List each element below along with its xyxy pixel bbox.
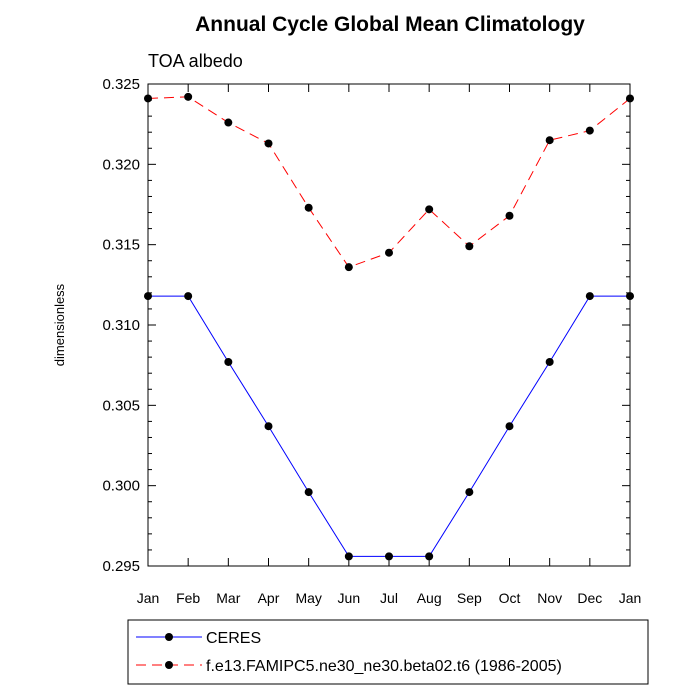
series-line bbox=[147, 96, 631, 268]
y-tick-label: 0.305 bbox=[102, 397, 140, 414]
data-point bbox=[545, 357, 554, 366]
x-tick-label: Oct bbox=[499, 590, 521, 606]
data-point bbox=[385, 248, 393, 257]
data-point bbox=[304, 488, 313, 497]
x-tick-label: May bbox=[295, 590, 321, 606]
data-point bbox=[465, 488, 474, 497]
data-point bbox=[264, 422, 273, 431]
y-tick-label: 0.310 bbox=[102, 317, 140, 334]
x-tick-label: Feb bbox=[176, 590, 200, 606]
data-point bbox=[144, 94, 152, 103]
x-tick-label: Jun bbox=[338, 590, 361, 606]
x-tick-label: Apr bbox=[258, 590, 280, 606]
series-layer bbox=[144, 92, 634, 561]
data-point bbox=[585, 292, 594, 301]
x-tick-label: Jul bbox=[380, 590, 398, 606]
data-point bbox=[304, 203, 313, 212]
data-point bbox=[224, 357, 233, 366]
y-tick-label: 0.320 bbox=[102, 156, 140, 173]
data-point bbox=[264, 139, 273, 148]
data-point bbox=[385, 552, 393, 561]
legend-box bbox=[127, 619, 649, 685]
x-tick-label: Jan bbox=[137, 590, 160, 606]
legend-label: f.e13.FAMIPC5.ne30_ne30.beta02.t6 (1986-… bbox=[206, 658, 562, 675]
data-point bbox=[184, 92, 193, 101]
y-tick-label: 0.325 bbox=[102, 76, 140, 93]
ticks-layer: 0.295 0.300 0.305 0.310 0.315 0.320 0.325 Jan Fe… bbox=[102, 76, 641, 606]
plot-frame bbox=[147, 83, 631, 567]
x-tick-label: Aug bbox=[417, 590, 442, 606]
legend-marker bbox=[165, 661, 173, 669]
data-point bbox=[184, 292, 193, 301]
data-point bbox=[505, 422, 514, 431]
data-point bbox=[344, 552, 353, 561]
chart-title: Annual Cycle Global Mean Climatology bbox=[195, 13, 585, 36]
legend-marker bbox=[165, 633, 173, 641]
x-tick-label: Dec bbox=[577, 590, 602, 606]
data-point bbox=[545, 136, 554, 145]
data-point bbox=[465, 242, 474, 251]
data-point bbox=[585, 126, 594, 135]
x-tick-label: Jan bbox=[619, 590, 642, 606]
data-point bbox=[626, 292, 634, 301]
legend-label: CERES bbox=[206, 630, 261, 647]
x-tick-label: Sep bbox=[457, 590, 482, 606]
y-tick-label: 0.300 bbox=[102, 478, 140, 495]
data-point bbox=[505, 211, 514, 220]
y-tick-label: 0.295 bbox=[102, 558, 140, 575]
series-line bbox=[148, 295, 630, 557]
data-point bbox=[224, 118, 233, 127]
x-tick-label: Nov bbox=[537, 590, 562, 606]
data-point bbox=[344, 263, 353, 272]
data-point bbox=[425, 552, 434, 561]
y-tick-label: 0.315 bbox=[102, 237, 140, 254]
data-point bbox=[144, 292, 152, 301]
data-point bbox=[425, 205, 434, 214]
data-point bbox=[626, 94, 634, 103]
x-tick-label: Mar bbox=[216, 590, 240, 606]
chart-subtitle: TOA albedo bbox=[148, 51, 243, 71]
legend: CERES f.e13.FAMIPC5.ne30_ne30.beta02.t6 (… bbox=[127, 619, 649, 685]
y-axis-label: dimensionless bbox=[52, 283, 67, 366]
